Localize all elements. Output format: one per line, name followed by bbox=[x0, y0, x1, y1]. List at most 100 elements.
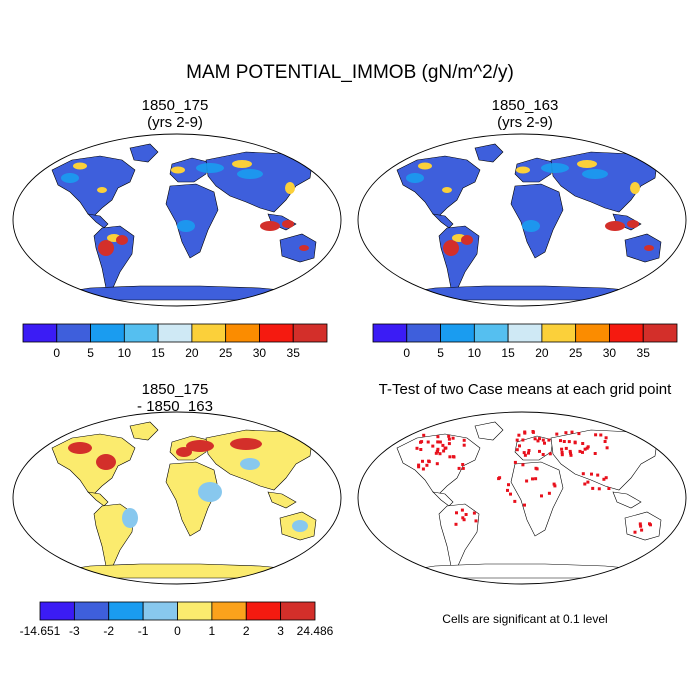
land-camerica bbox=[87, 213, 109, 229]
diff-title-line2: - 1850_163 bbox=[137, 398, 213, 415]
significant-cell bbox=[547, 491, 551, 495]
field-warm bbox=[171, 166, 185, 174]
significant-cell bbox=[535, 467, 539, 471]
field-warm bbox=[442, 187, 452, 193]
significant-cell bbox=[472, 511, 476, 515]
land-europe bbox=[169, 157, 209, 183]
significant-cell bbox=[602, 477, 606, 481]
significant-cell bbox=[422, 433, 426, 437]
significant-cell bbox=[560, 453, 564, 457]
significant-cell bbox=[427, 459, 431, 463]
colorbar-tick-label: 30 bbox=[253, 346, 267, 360]
field-mid bbox=[522, 220, 540, 232]
colorbar-swatch bbox=[108, 601, 144, 621]
colorbar-swatch bbox=[507, 323, 543, 343]
significant-cell bbox=[604, 436, 608, 440]
significant-cell bbox=[527, 451, 530, 455]
colorbar-swatch bbox=[372, 323, 408, 343]
land-greenland bbox=[474, 421, 504, 441]
significant-cell bbox=[523, 431, 527, 435]
land-seasia bbox=[612, 491, 642, 509]
significant-cell bbox=[597, 487, 601, 491]
colorbar-tick-label: 2 bbox=[243, 624, 250, 638]
land-australia bbox=[279, 233, 317, 263]
land-africa bbox=[510, 183, 564, 259]
colorbar-swatch bbox=[73, 601, 110, 621]
land-greenland bbox=[474, 143, 504, 163]
field-hot bbox=[644, 245, 654, 251]
colorbar-swatch bbox=[177, 601, 213, 621]
significant-cell bbox=[444, 446, 448, 450]
colorbar-tick-label: -2 bbox=[103, 624, 114, 638]
diff-title-line1: 1850_175 bbox=[141, 381, 209, 398]
significant-cell bbox=[448, 455, 452, 459]
significant-cell bbox=[583, 447, 587, 451]
field-mid bbox=[237, 169, 263, 179]
land-antarctica bbox=[49, 563, 311, 579]
colorbar-tick-label: 20 bbox=[185, 346, 199, 360]
significant-cell bbox=[581, 472, 585, 476]
significant-cell bbox=[435, 462, 439, 466]
colorbar-swatch bbox=[211, 601, 247, 621]
significant-cell bbox=[497, 477, 501, 481]
significant-cell bbox=[523, 453, 527, 457]
colorbar-swatch bbox=[245, 601, 282, 621]
colorbar-tick-label: -3 bbox=[69, 624, 80, 638]
significant-cell bbox=[523, 503, 526, 507]
significant-cell bbox=[460, 508, 464, 512]
land-greenland bbox=[129, 143, 159, 163]
field-hot bbox=[98, 240, 114, 256]
significant-cell bbox=[605, 446, 609, 450]
significant-cell bbox=[425, 463, 429, 467]
map-border bbox=[357, 411, 687, 585]
significant-cell bbox=[420, 440, 424, 444]
significant-cell bbox=[547, 438, 551, 442]
significant-cell bbox=[564, 431, 568, 435]
map-border bbox=[12, 133, 342, 307]
significant-cell bbox=[640, 528, 644, 532]
significant-cell bbox=[583, 482, 587, 486]
significant-cell bbox=[564, 446, 568, 450]
map-case2 bbox=[357, 133, 687, 307]
significant-cell bbox=[435, 449, 439, 453]
significant-cell bbox=[517, 433, 521, 437]
significant-cell bbox=[648, 522, 651, 526]
field-warm bbox=[418, 162, 432, 170]
significant-cell bbox=[586, 480, 590, 484]
field-warm bbox=[73, 162, 87, 170]
field-mid bbox=[582, 169, 608, 179]
colorbar-swatch bbox=[39, 601, 75, 621]
significant-cell bbox=[521, 438, 525, 442]
colorbar-swatch bbox=[280, 601, 316, 621]
significant-cell bbox=[548, 452, 552, 456]
field-mid bbox=[61, 173, 79, 183]
significant-cell bbox=[569, 453, 573, 457]
field-cool bbox=[240, 458, 260, 470]
field-hot bbox=[176, 447, 192, 457]
field-hot bbox=[627, 220, 639, 228]
colorbar-swatch bbox=[440, 323, 475, 343]
colorbar-swatch bbox=[225, 323, 260, 343]
significant-cell bbox=[581, 450, 584, 454]
significant-cell bbox=[464, 513, 468, 516]
case1-title-line2: (yrs 2-9) bbox=[147, 114, 203, 131]
field-cool bbox=[122, 508, 138, 528]
field-hot bbox=[96, 454, 116, 470]
colorbar-tick-label: 5 bbox=[87, 346, 94, 360]
significant-cell bbox=[417, 463, 421, 467]
colorbar-tick-label: 5 bbox=[437, 346, 444, 360]
map-case1 bbox=[12, 133, 342, 307]
significant-cell bbox=[543, 441, 546, 445]
significant-cell bbox=[513, 499, 517, 503]
significant-cell bbox=[522, 451, 526, 455]
field-cool bbox=[292, 520, 308, 532]
significant-cell bbox=[581, 442, 585, 445]
significant-cell bbox=[518, 444, 521, 448]
significant-cell bbox=[436, 435, 440, 439]
field-cool bbox=[198, 482, 222, 502]
significant-cell bbox=[451, 455, 455, 459]
significant-cell bbox=[509, 492, 512, 496]
colorbar-tick-label: 1 bbox=[209, 624, 216, 638]
field-mid bbox=[196, 163, 224, 173]
colorbar-swatch bbox=[191, 323, 227, 343]
